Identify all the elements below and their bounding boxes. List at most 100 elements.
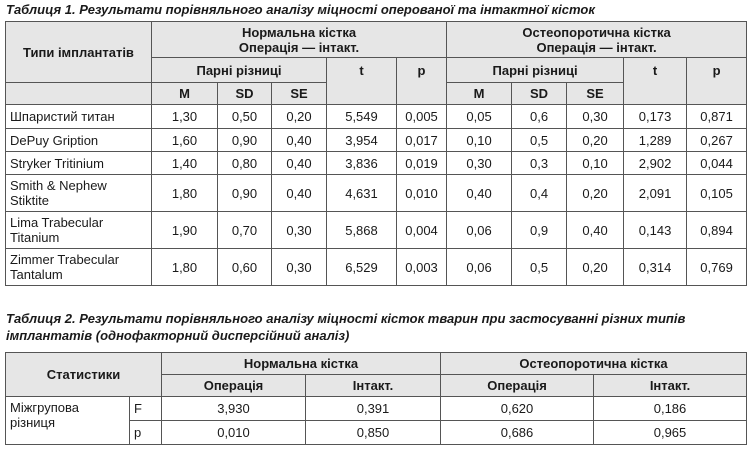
table-row: Шпаристий титан 1,30 0,50 0,20 5,549 0,0… bbox=[5, 104, 748, 129]
table-row: Stryker Tritinium 1,40 0,80 0,40 3,836 0… bbox=[5, 151, 748, 175]
table-cell: 0,40 bbox=[446, 174, 513, 212]
intact-header-osteo: Інтакт. bbox=[593, 374, 748, 397]
table-cell: 1,80 bbox=[151, 248, 218, 286]
table-cell: 0,391 bbox=[304, 396, 442, 421]
t-header-normal: t bbox=[326, 57, 397, 105]
table-cell: 5,549 bbox=[326, 104, 397, 129]
paired-diff-header-osteo: Парні різниці bbox=[446, 57, 625, 83]
table-cell: 1,289 bbox=[623, 128, 688, 152]
p-header-osteo: p bbox=[686, 57, 748, 105]
table-row: DePuy Gription 1,60 0,90 0,40 3,954 0,01… bbox=[5, 128, 748, 152]
table-cell: 0,80 bbox=[217, 151, 272, 175]
table-cell: 0,143 bbox=[623, 211, 688, 249]
table-cell: 0,6 bbox=[511, 104, 568, 129]
table-cell: 0,620 bbox=[440, 396, 595, 421]
table-cell: 0,010 bbox=[395, 174, 448, 212]
table-cell: 0,40 bbox=[271, 151, 327, 175]
table-cell: 0,017 bbox=[395, 128, 448, 152]
normal-bone-header: Нормальна кістка Операція — інтакт. bbox=[150, 21, 448, 58]
table-cell: 0,20 bbox=[566, 128, 625, 152]
table-cell: 3,836 bbox=[326, 151, 397, 175]
table-cell: 1,80 bbox=[151, 174, 218, 212]
table-row: p 0,010 0,850 0,686 0,965 bbox=[6, 420, 748, 445]
table-cell: 0,871 bbox=[686, 104, 748, 129]
table1-caption: Таблиця 1. Результати порівняльного анал… bbox=[6, 2, 595, 17]
table-cell: 0,173 bbox=[623, 104, 688, 129]
table-row: Zimmer Trabecular Tantalum 1,80 0,60 0,3… bbox=[5, 248, 748, 286]
t-header-osteo: t bbox=[623, 57, 688, 105]
table-cell: 3,954 bbox=[326, 128, 397, 152]
implant-name: DePuy Gription bbox=[5, 128, 152, 152]
table-cell: 0,40 bbox=[271, 174, 327, 212]
between-group-label: Міжгрупова різниця bbox=[5, 396, 130, 445]
operation-header-normal: Операція bbox=[161, 374, 306, 397]
p-header-normal: p bbox=[395, 57, 448, 105]
implant-name: Lima Trabecular Titanium bbox=[5, 211, 152, 249]
operation-header-osteo: Операція bbox=[440, 374, 595, 397]
sd-header-normal: SD bbox=[217, 82, 272, 105]
table-cell: 0,010 bbox=[161, 420, 306, 445]
table-cell: 0,314 bbox=[623, 248, 688, 286]
table-cell: 0,60 bbox=[217, 248, 272, 286]
table-cell: 0,019 bbox=[395, 151, 448, 175]
implant-name: Smith & Nephew Stiktite bbox=[5, 174, 152, 212]
table-cell: 0,894 bbox=[686, 211, 748, 249]
sd-header-osteo: SD bbox=[511, 82, 568, 105]
m-header-osteo: M bbox=[446, 82, 513, 105]
table-cell: 0,5 bbox=[511, 248, 568, 286]
table-cell: 0,3 bbox=[511, 151, 568, 175]
table-cell: 0,30 bbox=[271, 211, 327, 249]
table-cell: 0,30 bbox=[446, 151, 513, 175]
implant-name: Stryker Tritinium bbox=[5, 151, 152, 175]
table-cell: 0,965 bbox=[593, 420, 748, 445]
normal-bone-header-2: Нормальна кістка bbox=[160, 352, 442, 375]
table-cell: 0,40 bbox=[566, 211, 625, 249]
table-cell: 5,868 bbox=[326, 211, 397, 249]
table-cell: 0,003 bbox=[395, 248, 448, 286]
table-cell: 0,50 bbox=[217, 104, 272, 129]
implant-name: Шпаристий титан bbox=[5, 104, 152, 129]
table-cell: 0,90 bbox=[217, 174, 272, 212]
table-cell: 0,30 bbox=[271, 248, 327, 286]
table-cell: 0,4 bbox=[511, 174, 568, 212]
table-cell: 0,769 bbox=[686, 248, 748, 286]
table-cell: 0,40 bbox=[271, 128, 327, 152]
stat-label: F bbox=[129, 396, 162, 421]
comparison-table-2: Статистики Нормальна кістка Остеопоротич… bbox=[5, 352, 748, 445]
table-cell: 0,044 bbox=[686, 151, 748, 175]
table2-caption: Таблиця 2. Результати порівняльного анал… bbox=[6, 311, 686, 343]
table-cell: 0,267 bbox=[686, 128, 748, 152]
spacer-cell bbox=[5, 82, 152, 105]
implant-type-header: Типи імплантатів bbox=[5, 21, 152, 83]
table-cell: 2,902 bbox=[623, 151, 688, 175]
table-cell: 0,20 bbox=[566, 174, 625, 212]
table-cell: 0,70 bbox=[217, 211, 272, 249]
table-cell: 0,20 bbox=[271, 104, 327, 129]
table-cell: 0,90 bbox=[217, 128, 272, 152]
table-cell: 0,105 bbox=[686, 174, 748, 212]
table-cell: 0,10 bbox=[446, 128, 513, 152]
statistics-header: Статистики bbox=[5, 352, 162, 397]
table-cell: 0,5 bbox=[511, 128, 568, 152]
table-cell: 1,30 bbox=[151, 104, 218, 129]
table-row: Міжгрупова різниця F 3,930 0,391 0,620 0… bbox=[5, 396, 748, 445]
m-header-normal: M bbox=[151, 82, 218, 105]
table-cell: 4,631 bbox=[326, 174, 397, 212]
table-cell: 0,005 bbox=[395, 104, 448, 129]
table-cell: 0,850 bbox=[304, 420, 442, 445]
stat-label: p bbox=[129, 420, 162, 445]
table-cell: 0,004 bbox=[395, 211, 448, 249]
table-cell: 0,20 bbox=[566, 248, 625, 286]
table-cell: 0,10 bbox=[566, 151, 625, 175]
se-header-normal: SE bbox=[271, 82, 327, 105]
table-cell: 0,06 bbox=[446, 248, 513, 286]
table-cell: 3,930 bbox=[161, 396, 306, 421]
se-header-osteo: SE bbox=[566, 82, 625, 105]
table-cell: 1,60 bbox=[151, 128, 218, 152]
paired-diff-header-normal: Парні різниці bbox=[151, 57, 327, 83]
table-row: Smith & Nephew Stiktite 1,80 0,90 0,40 4… bbox=[5, 174, 748, 212]
table-cell: 0,05 bbox=[446, 104, 513, 129]
table-cell: 6,529 bbox=[326, 248, 397, 286]
table-cell: 0,30 bbox=[566, 104, 625, 129]
comparison-table-1: Типи імплантатів Нормальна кістка Операц… bbox=[5, 21, 748, 286]
